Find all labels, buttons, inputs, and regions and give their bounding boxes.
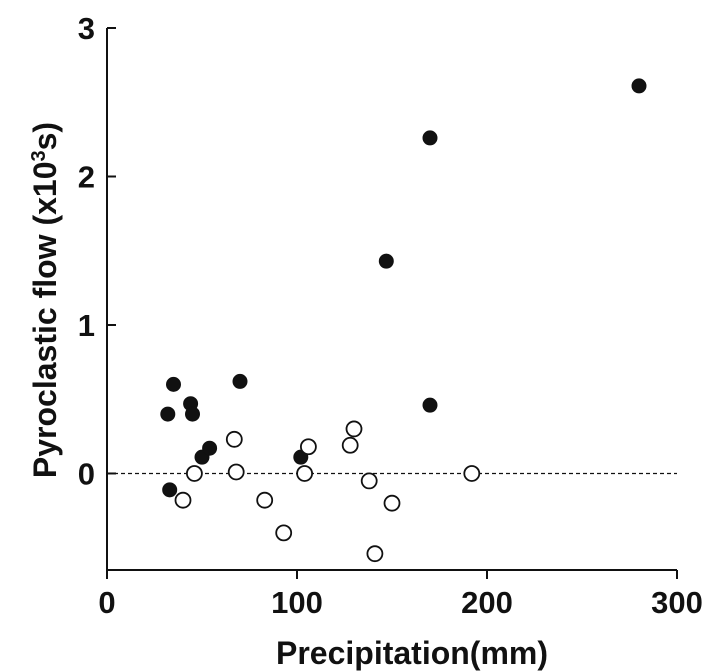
filled-data-point <box>232 373 248 389</box>
x-tick-label: 100 <box>271 585 323 620</box>
filled-data-point <box>166 376 181 392</box>
open-data-point <box>341 436 359 454</box>
open-data-point <box>360 472 378 490</box>
open-data-point <box>227 463 245 481</box>
open-data-point <box>275 524 293 542</box>
x-axis-title: Precipitation(mm) <box>276 635 548 671</box>
filled-data-point <box>202 440 218 456</box>
ticks: 0 100 200 300 0 1 2 3 <box>78 11 703 620</box>
y-tick-label: 2 <box>78 159 95 194</box>
open-data-point <box>296 465 314 482</box>
x-tick-label: 200 <box>461 585 513 620</box>
filled-data-point <box>378 253 394 269</box>
y-tick-label: 0 <box>78 456 95 491</box>
y-axis-title-main: Pyroclastic flow (x10 <box>27 162 63 479</box>
y-axis-title-end: s) <box>27 122 63 150</box>
open-data-point <box>345 420 363 438</box>
open-data-point <box>174 491 192 509</box>
filled-data-point <box>162 482 178 498</box>
filled-data-point <box>160 406 176 422</box>
y-axis-title: Pyroclastic flow (x103s) <box>27 122 63 478</box>
y-axis-title-superscript: 3 <box>28 150 50 161</box>
x-tick-label: 0 <box>98 585 115 620</box>
filled-data-point <box>422 130 438 146</box>
open-data-point <box>366 545 384 563</box>
open-data-point <box>463 465 481 482</box>
data-points <box>160 78 647 563</box>
y-tick-label: 3 <box>78 11 95 46</box>
filled-data-point <box>185 406 200 422</box>
x-tick-label: 300 <box>651 585 703 620</box>
axes <box>106 28 677 571</box>
open-data-point <box>225 430 243 448</box>
open-data-point <box>383 494 401 512</box>
filled-data-point <box>631 78 647 94</box>
open-data-point <box>299 438 317 456</box>
y-tick-label: 1 <box>78 308 95 343</box>
filled-data-point <box>422 397 438 413</box>
open-data-point <box>185 465 203 482</box>
open-data-point <box>256 491 274 509</box>
